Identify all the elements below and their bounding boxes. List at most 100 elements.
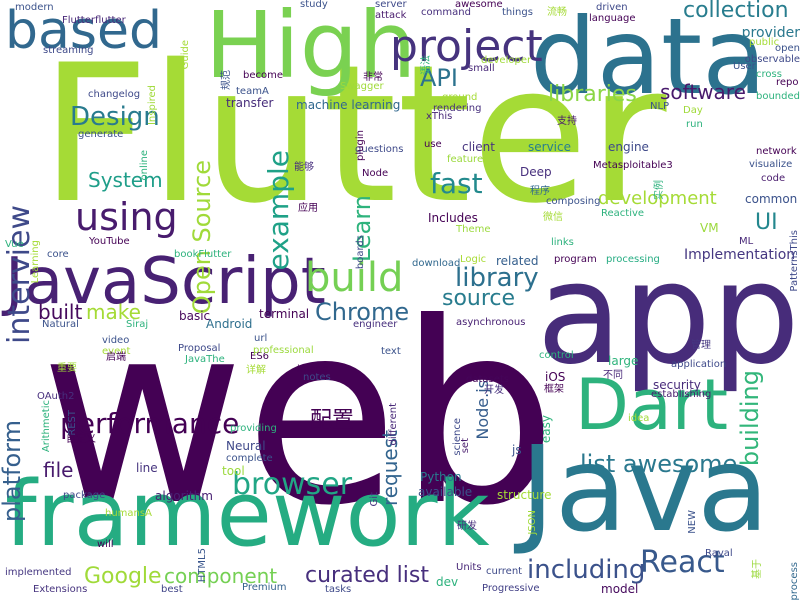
cloud-word: browser [232, 467, 353, 502]
cloud-word: establishing [651, 389, 712, 400]
cloud-word: using [75, 195, 178, 239]
cloud-word: package [63, 490, 106, 501]
cloud-word: provider [741, 25, 800, 41]
cloud-word: program [554, 254, 597, 265]
cloud-word: terminal [259, 307, 310, 321]
cloud-word: event [102, 346, 131, 357]
cloud-word: core [47, 249, 69, 260]
cloud-word: run [686, 119, 703, 130]
cloud-word: 非常 [363, 72, 383, 83]
cloud-word: datasets [466, 374, 510, 385]
cloud-word: Dart [575, 364, 729, 446]
cloud-word: image [297, 364, 329, 375]
cloud-word: line [136, 461, 158, 475]
cloud-word: providing [230, 423, 277, 434]
cloud-word: model [601, 582, 639, 596]
cloud-word: Premium [242, 582, 287, 593]
cloud-word: ground [442, 92, 478, 103]
cloud-word: NLP [650, 101, 670, 112]
cloud-word: 研发 [457, 521, 477, 532]
cloud-word: file [43, 458, 74, 482]
cloud-word: network [756, 146, 797, 157]
cloud-word: service [528, 140, 571, 154]
cloud-word: iOS [545, 370, 566, 384]
cloud-word: Java [520, 420, 770, 558]
cloud-word: Siraj [126, 319, 149, 330]
cloud-word: 语法 [421, 55, 432, 75]
cloud-word: awesome [455, 0, 503, 10]
cloud-word: changelog [88, 89, 141, 100]
cloud-word: library [455, 263, 539, 293]
cloud-word: 微信 [543, 212, 563, 223]
cloud-word: algorithm [155, 489, 213, 503]
cloud-word: Android [206, 317, 253, 331]
cloud-word: related [496, 254, 539, 268]
cloud-word: YouTube [89, 236, 130, 247]
cloud-word: 管理 [691, 340, 711, 351]
cloud-word: ML [739, 236, 754, 247]
cloud-word: Design [70, 102, 160, 132]
cloud-word: Google [84, 564, 162, 589]
cloud-word: Guide [180, 40, 191, 70]
cloud-word: data [530, 0, 767, 118]
cloud-word: streaming [43, 45, 94, 56]
cloud-word: Chrome [315, 298, 410, 326]
cloud-word: public [749, 37, 780, 48]
cloud-word: large [608, 354, 639, 368]
cloud-word: HTML5 [197, 548, 208, 583]
cloud-word: small [468, 63, 495, 74]
cloud-word: attack [375, 10, 407, 21]
cloud-word: System [88, 168, 163, 192]
cloud-word: 重要 [57, 363, 77, 374]
cloud-word: language [589, 13, 636, 24]
cloud-word: Includes [428, 211, 478, 225]
cloud-word: JSON [527, 510, 538, 535]
cloud-word: repo [776, 77, 799, 88]
cloud-word: 流畅 [547, 7, 567, 18]
cloud-word: software [660, 80, 746, 104]
cloud-word: visualize [749, 159, 793, 170]
cloud-word: video [102, 335, 130, 346]
cloud-word: links [551, 237, 574, 248]
cloud-word: Python [420, 470, 462, 484]
cloud-word: tool [222, 464, 245, 478]
cloud-word: observable [744, 54, 800, 65]
cloud-word: framework [5, 462, 490, 567]
cloud-word: Implementation [684, 247, 796, 263]
cloud-word: will [97, 539, 114, 550]
cloud-word: Proposal [178, 343, 221, 354]
cloud-word: command [421, 7, 471, 18]
cloud-word: Logic [460, 254, 487, 265]
cloud-word: list awesome [580, 450, 738, 478]
cloud-word: dev [436, 575, 459, 589]
cloud-word: Inspired [147, 85, 158, 126]
cloud-word: web [40, 269, 557, 560]
cloud-word: NEW [687, 510, 698, 534]
cloud-word: OAuth2 [37, 391, 75, 402]
cloud-word: project [390, 21, 543, 72]
cloud-word: Swagger [340, 81, 384, 92]
cloud-word: JavaScript [5, 245, 326, 319]
cloud-word: make [86, 300, 141, 324]
cloud-word: based [5, 1, 162, 61]
cloud-word: client [462, 140, 495, 154]
cloud-word: 实例 [654, 180, 665, 200]
cloud-word: things [502, 7, 533, 18]
cloud-word: 程序 [530, 186, 550, 197]
cloud-word: including [527, 555, 646, 585]
cloud-word: download [412, 258, 461, 269]
cloud-word: idea [628, 413, 650, 424]
cloud-word: High [205, 0, 417, 99]
cloud-word: structure [497, 488, 552, 502]
cloud-word: 配置 [310, 408, 355, 433]
cloud-word: rendering [433, 103, 482, 114]
cloud-word: API [420, 64, 458, 92]
cloud-word: transfer [226, 96, 274, 110]
cloud-word: Units [456, 562, 482, 573]
cloud-word: url [254, 333, 268, 344]
cloud-word: code [761, 173, 786, 184]
cloud-word: humansA [105, 508, 152, 519]
cloud-word: 支持 [557, 116, 577, 127]
cloud-word: process [789, 561, 800, 600]
